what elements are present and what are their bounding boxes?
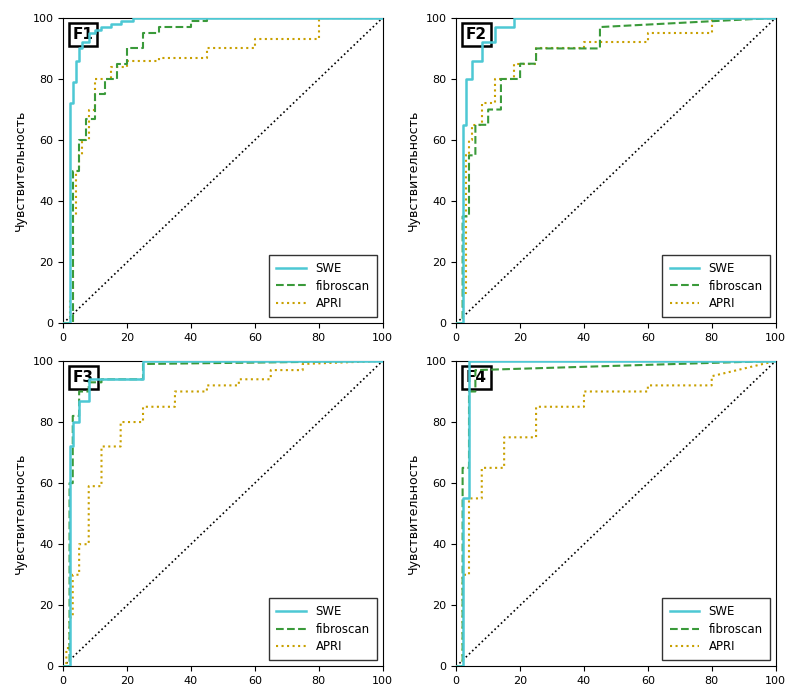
Legend: SWE, fibroscan, APRI: SWE, fibroscan, APRI (270, 598, 377, 661)
Legend: SWE, fibroscan, APRI: SWE, fibroscan, APRI (270, 255, 377, 317)
Y-axis label: Чувствительность: Чувствительность (14, 110, 27, 231)
Text: F1: F1 (73, 27, 94, 42)
Y-axis label: Чувствительность: Чувствительность (14, 453, 27, 575)
Legend: SWE, fibroscan, APRI: SWE, fibroscan, APRI (662, 255, 770, 317)
Text: F2: F2 (466, 27, 487, 42)
Text: F3: F3 (73, 370, 94, 385)
Y-axis label: Чувствительность: Чувствительность (407, 453, 420, 575)
Y-axis label: Чувствительность: Чувствительность (407, 110, 420, 231)
Legend: SWE, fibroscan, APRI: SWE, fibroscan, APRI (662, 598, 770, 661)
Text: F4: F4 (466, 370, 487, 385)
